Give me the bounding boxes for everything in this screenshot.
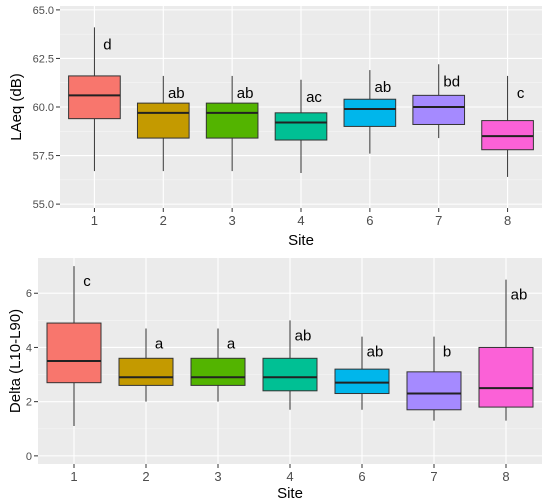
- y-tick-label: 55.0: [33, 199, 54, 211]
- box-iqr: [190, 357, 246, 386]
- box-iqr: [343, 98, 397, 127]
- x-tick-label: 3: [214, 469, 221, 484]
- significance-label: ab: [367, 344, 384, 361]
- x-tick-label: 7: [435, 213, 442, 228]
- x-tick-label: 1: [70, 469, 77, 484]
- x-tick-label: 1: [91, 213, 98, 228]
- y-tick-label: 60.0: [33, 102, 54, 114]
- box-iqr: [262, 357, 318, 392]
- significance-label: b: [443, 344, 451, 361]
- significance-label: ab: [295, 327, 312, 344]
- y-axis: 55.0 57.5 60.0 62.5 65.0: [33, 5, 60, 211]
- box-iqr: [46, 322, 102, 384]
- box-site-4: ab: [262, 320, 318, 410]
- box-site-3: ab: [205, 75, 259, 172]
- x-tick-label: 3: [229, 213, 236, 228]
- x-tick-label: 6: [358, 469, 365, 484]
- y-tick-label: 0: [26, 451, 32, 463]
- significance-label: a: [227, 335, 236, 352]
- box-site-1: d: [68, 27, 121, 172]
- box-site-6: ab: [343, 70, 397, 154]
- x-tick-label: 8: [504, 213, 511, 228]
- box-site-7: bd: [412, 64, 466, 139]
- box-site-2: a: [118, 328, 174, 402]
- x-tick-label: 4: [297, 213, 304, 228]
- box-iqr: [136, 102, 190, 139]
- significance-label: ab: [168, 85, 185, 102]
- significance-label: ab: [511, 287, 528, 304]
- significance-label: d: [103, 36, 111, 53]
- chart-bottom: c a a ab ab b ab 0 2 4 6 1 2 3 4 6 7 8 Site Delta (L10-…: [7, 258, 542, 502]
- boxes-layer: c a a ab ab b ab: [46, 266, 534, 427]
- box-site-2: ab: [136, 75, 190, 172]
- y-tick-label: 65.0: [33, 5, 54, 17]
- y-tick-label: 57.5: [33, 151, 54, 163]
- box-iqr: [478, 346, 534, 408]
- x-tick-label: 4: [286, 469, 293, 484]
- box-iqr: [334, 368, 390, 395]
- box-iqr: [68, 75, 121, 120]
- x-tick-label: 8: [502, 469, 509, 484]
- x-axis-title: Site: [288, 232, 314, 249]
- significance-label: a: [155, 335, 164, 352]
- box-iqr: [406, 371, 462, 411]
- y-tick-label: 62.5: [33, 53, 54, 65]
- significance-label: ab: [375, 79, 392, 96]
- significance-label: bd: [443, 73, 460, 90]
- x-tick-label: 7: [430, 469, 437, 484]
- y-tick-label: 4: [26, 342, 32, 354]
- box-site-4: ac: [274, 79, 328, 174]
- x-tick-label: 2: [142, 469, 149, 484]
- x-tick-label: 2: [160, 213, 167, 228]
- y-axis: 0 2 4 6: [26, 288, 38, 463]
- box-site-1: c: [46, 266, 102, 427]
- y-tick-label: 6: [26, 288, 32, 300]
- significance-label: ab: [237, 85, 254, 102]
- box-site-8: ab: [478, 279, 534, 421]
- chart-top: d ab ab ac ab bd c 55.0 57.5 60.0 62.5 65.0 1 2 3 4 6 7…: [8, 5, 542, 249]
- box-site-7: b: [406, 336, 462, 421]
- box-iqr: [412, 94, 466, 125]
- y-axis-title: LAeq (dB): [8, 73, 25, 141]
- box-site-8: c: [481, 75, 534, 177]
- box-iqr: [274, 112, 328, 141]
- boxes-layer: d ab ab ac ab bd c: [68, 27, 534, 177]
- x-axis: 1 2 3 4 6 7 8: [91, 208, 511, 228]
- box-site-3: a: [190, 328, 246, 402]
- box-iqr: [118, 357, 174, 386]
- significance-label: ac: [306, 89, 322, 106]
- y-axis-title: Delta (L10-L90): [7, 309, 24, 413]
- x-tick-label: 6: [366, 213, 373, 228]
- x-axis-title: Site: [277, 485, 303, 502]
- significance-label: c: [517, 85, 525, 102]
- x-axis: 1 2 3 4 6 7 8: [70, 464, 510, 484]
- y-tick-label: 2: [26, 397, 32, 409]
- box-site-6: ab: [334, 336, 390, 410]
- box-iqr: [205, 102, 259, 139]
- significance-label: c: [83, 273, 91, 290]
